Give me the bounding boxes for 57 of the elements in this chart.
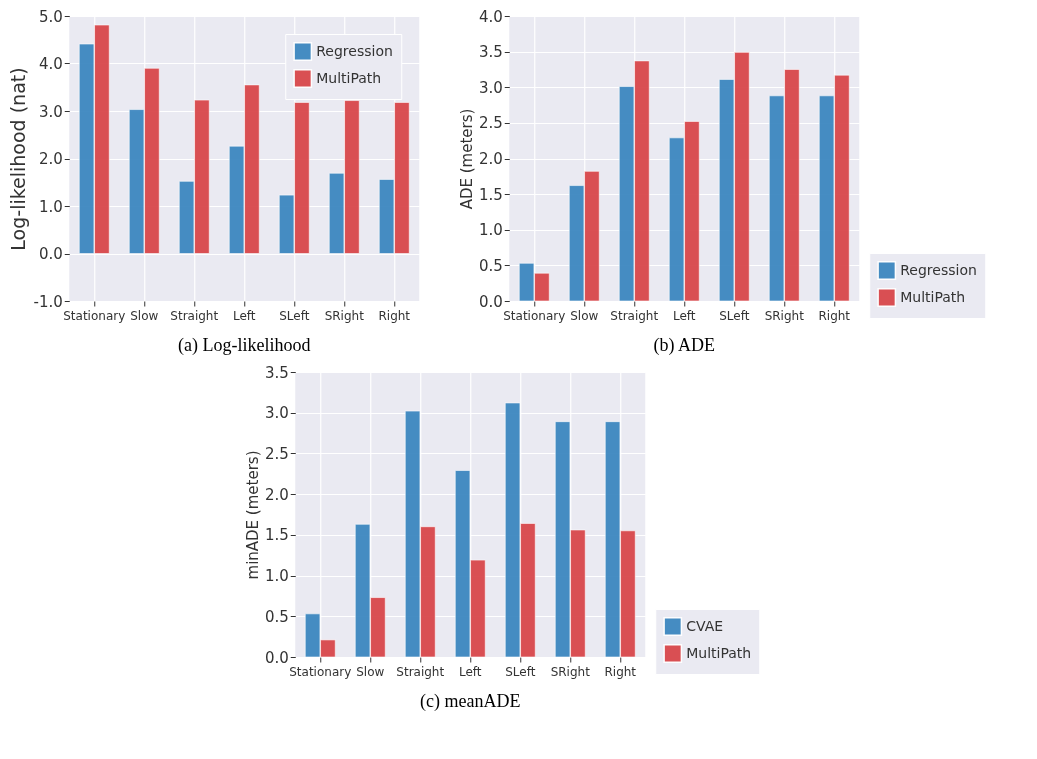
y-tick-label: 2.0 bbox=[478, 150, 503, 168]
y-tick-label: 1.0 bbox=[38, 197, 63, 216]
y-tick-label: 3.5 bbox=[478, 43, 503, 62]
x-tick-label: Slow bbox=[570, 308, 599, 323]
x-tick-label: Right bbox=[378, 308, 411, 323]
y-axis-title: ADE (meters) bbox=[457, 108, 476, 210]
x-tick-label: Straight bbox=[396, 664, 445, 679]
x-tick-label: Stationary bbox=[503, 308, 566, 323]
y-tick-label: 2.0 bbox=[264, 485, 289, 504]
x-tick-label: Left bbox=[458, 664, 482, 679]
y-tick-label: 1.5 bbox=[478, 185, 503, 204]
x-tick-label: Straight bbox=[610, 308, 659, 323]
x-tick-label: Left bbox=[672, 308, 696, 323]
x-tick-label: SRight bbox=[550, 664, 591, 679]
y-tick-label: 3.0 bbox=[264, 404, 289, 423]
x-tick-label: Right bbox=[818, 308, 851, 323]
x-tick-label: Slow bbox=[130, 308, 159, 323]
y-tick-label: 0.5 bbox=[478, 256, 503, 275]
x-tick-label: Straight bbox=[170, 308, 219, 323]
y-tick-label: 1.0 bbox=[478, 221, 503, 240]
y-tick-label: 3.0 bbox=[478, 78, 503, 97]
text: (b) ADE bbox=[653, 335, 715, 356]
x-tick-label: SRight bbox=[324, 308, 365, 323]
y-tick-label: 4.0 bbox=[38, 55, 63, 73]
x-tick-label: SLeft bbox=[719, 308, 750, 323]
legend-label: MultiPath bbox=[686, 644, 752, 661]
y-tick-label: 1.0 bbox=[264, 567, 289, 586]
y-tick-label: 0.0 bbox=[478, 292, 503, 311]
y-tick-label: 0.0 bbox=[38, 245, 63, 263]
text: (a) Log-likelihood bbox=[178, 335, 311, 356]
y-tick-label: 0.5 bbox=[264, 607, 289, 626]
y-tick-label: 1.5 bbox=[264, 526, 289, 545]
x-tick-label: Slow bbox=[356, 664, 385, 679]
y-tick-label: 2.5 bbox=[478, 114, 503, 133]
y-tick-label: 3.0 bbox=[38, 102, 63, 121]
legend-label: MultiPath bbox=[900, 288, 966, 305]
x-tick-label: Left bbox=[232, 308, 256, 323]
x-tick-label: SLeft bbox=[505, 664, 536, 679]
x-tick-label: SLeft bbox=[279, 308, 310, 323]
y-tick-label: 3.5 bbox=[264, 363, 289, 382]
x-tick-label: SRight bbox=[764, 308, 805, 323]
x-tick-label: Right bbox=[604, 664, 637, 679]
legend-label: MultiPath bbox=[316, 69, 382, 86]
y-tick-label: 5.0 bbox=[38, 7, 63, 26]
legend-label: CVAE bbox=[686, 617, 724, 634]
y-tick-label: 2.0 bbox=[38, 150, 63, 168]
y-tick-label: 4.0 bbox=[478, 7, 503, 26]
legend-label: Regression bbox=[316, 42, 393, 59]
x-tick-label: Stationary bbox=[289, 664, 352, 679]
y-axis-title: Log-likelihood (nat) bbox=[7, 67, 30, 251]
legend-label: Regression bbox=[900, 261, 977, 278]
y-tick-label: -1.0 bbox=[33, 292, 63, 311]
text: (c) meanADE bbox=[420, 691, 521, 712]
y-axis-title: minADE (meters) bbox=[243, 450, 262, 580]
y-tick-label: 0.0 bbox=[264, 648, 289, 667]
x-tick-label: Stationary bbox=[63, 308, 126, 323]
y-tick-label: 2.5 bbox=[264, 444, 289, 463]
